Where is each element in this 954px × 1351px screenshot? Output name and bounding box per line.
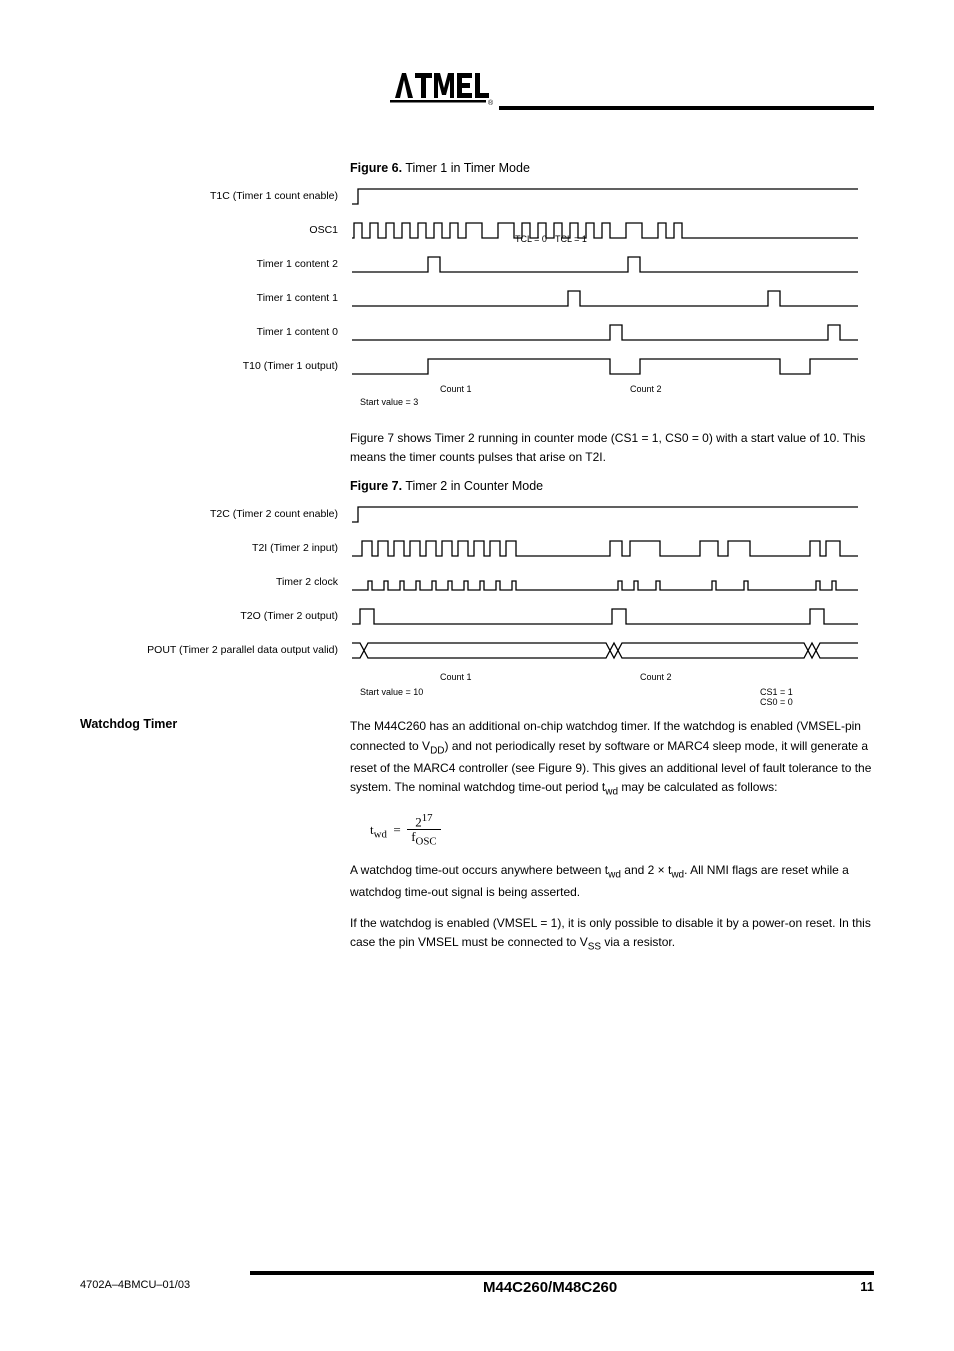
figure6-caption: Figure 6. Timer 1 in Timer Mode [80,161,874,175]
overlay7-cs: CS1 = 1CS0 = 0 [760,687,793,707]
sig-t2i: T2I (Timer 2 input) [80,542,350,554]
sig-t1c2: Timer 1 content 2 [80,258,350,270]
watchdog-formula: twd = 217 fOSC [370,813,874,849]
footer-title: M44C260/M48C260 [240,1279,860,1296]
sig-t2clk: Timer 2 clock [80,576,350,588]
figure7-caption: Figure 7. Timer 2 in Counter Mode [80,479,874,493]
overlay-tcl0: TCL = 0 [515,234,547,244]
sig-t1c0: Timer 1 content 0 [80,326,350,338]
figure7-title: Timer 2 in Counter Mode [405,479,543,493]
sig-t2c: T2C (Timer 2 count enable) [80,508,350,520]
overlay7-c2: Count 2 [640,672,672,682]
sig-pout: POUT (Timer 2 parallel data output valid… [80,644,350,656]
footer-doc-id: 4702A–4BMCU–01/03 [80,1279,240,1296]
sig-osc1: OSC1 [80,224,350,236]
header-rule [499,106,874,110]
page-footer: 4702A–4BMCU–01/03 M44C260/M48C260 11 [80,1271,874,1296]
page-header: ® [80,70,874,113]
figure7-label-text: Figure 7. [350,479,402,493]
overlay7-sv: Start value = 10 [360,687,423,697]
atmel-logo: ® [390,70,495,113]
sig-t1c1: Timer 1 content 1 [80,292,350,304]
sig-t1o: T10 (Timer 1 output) [80,360,350,372]
watchdog-para3: If the watchdog is enabled (VMSEL = 1), … [350,914,874,956]
overlay-tcl1: TCL = 1 [555,234,587,244]
figure6-diagram: T1C (Timer 1 count enable) OSC1 Timer 1 … [80,179,874,419]
sig-t1c: T1C (Timer 1 count enable) [80,190,350,202]
watchdog-title: Watchdog Timer [80,717,350,796]
overlay-c2: Count 2 [630,384,662,394]
figure6-label [80,161,350,175]
sig-t2o: T2O (Timer 2 output) [80,610,350,622]
watchdog-text: The M44C260 has an additional on-chip wa… [350,717,874,800]
footer-page: 11 [860,1279,874,1296]
footer-rule [250,1271,874,1275]
overlay-c1: Count 1 [440,384,472,394]
fig7-intro: Figure 7 shows Timer 2 running in counte… [350,429,874,467]
overlay7-c1: Count 1 [440,672,472,682]
figure6-label-text: Figure 6. [350,161,402,175]
watchdog-para2: A watchdog time-out occurs anywhere betw… [350,861,874,903]
overlay-sv: Start value = 3 [360,397,418,407]
figure7-diagram: T2C (Timer 2 count enable) T2I (Timer 2 … [80,497,874,707]
svg-text:®: ® [488,99,494,107]
figure6-title: Timer 1 in Timer Mode [405,161,530,175]
